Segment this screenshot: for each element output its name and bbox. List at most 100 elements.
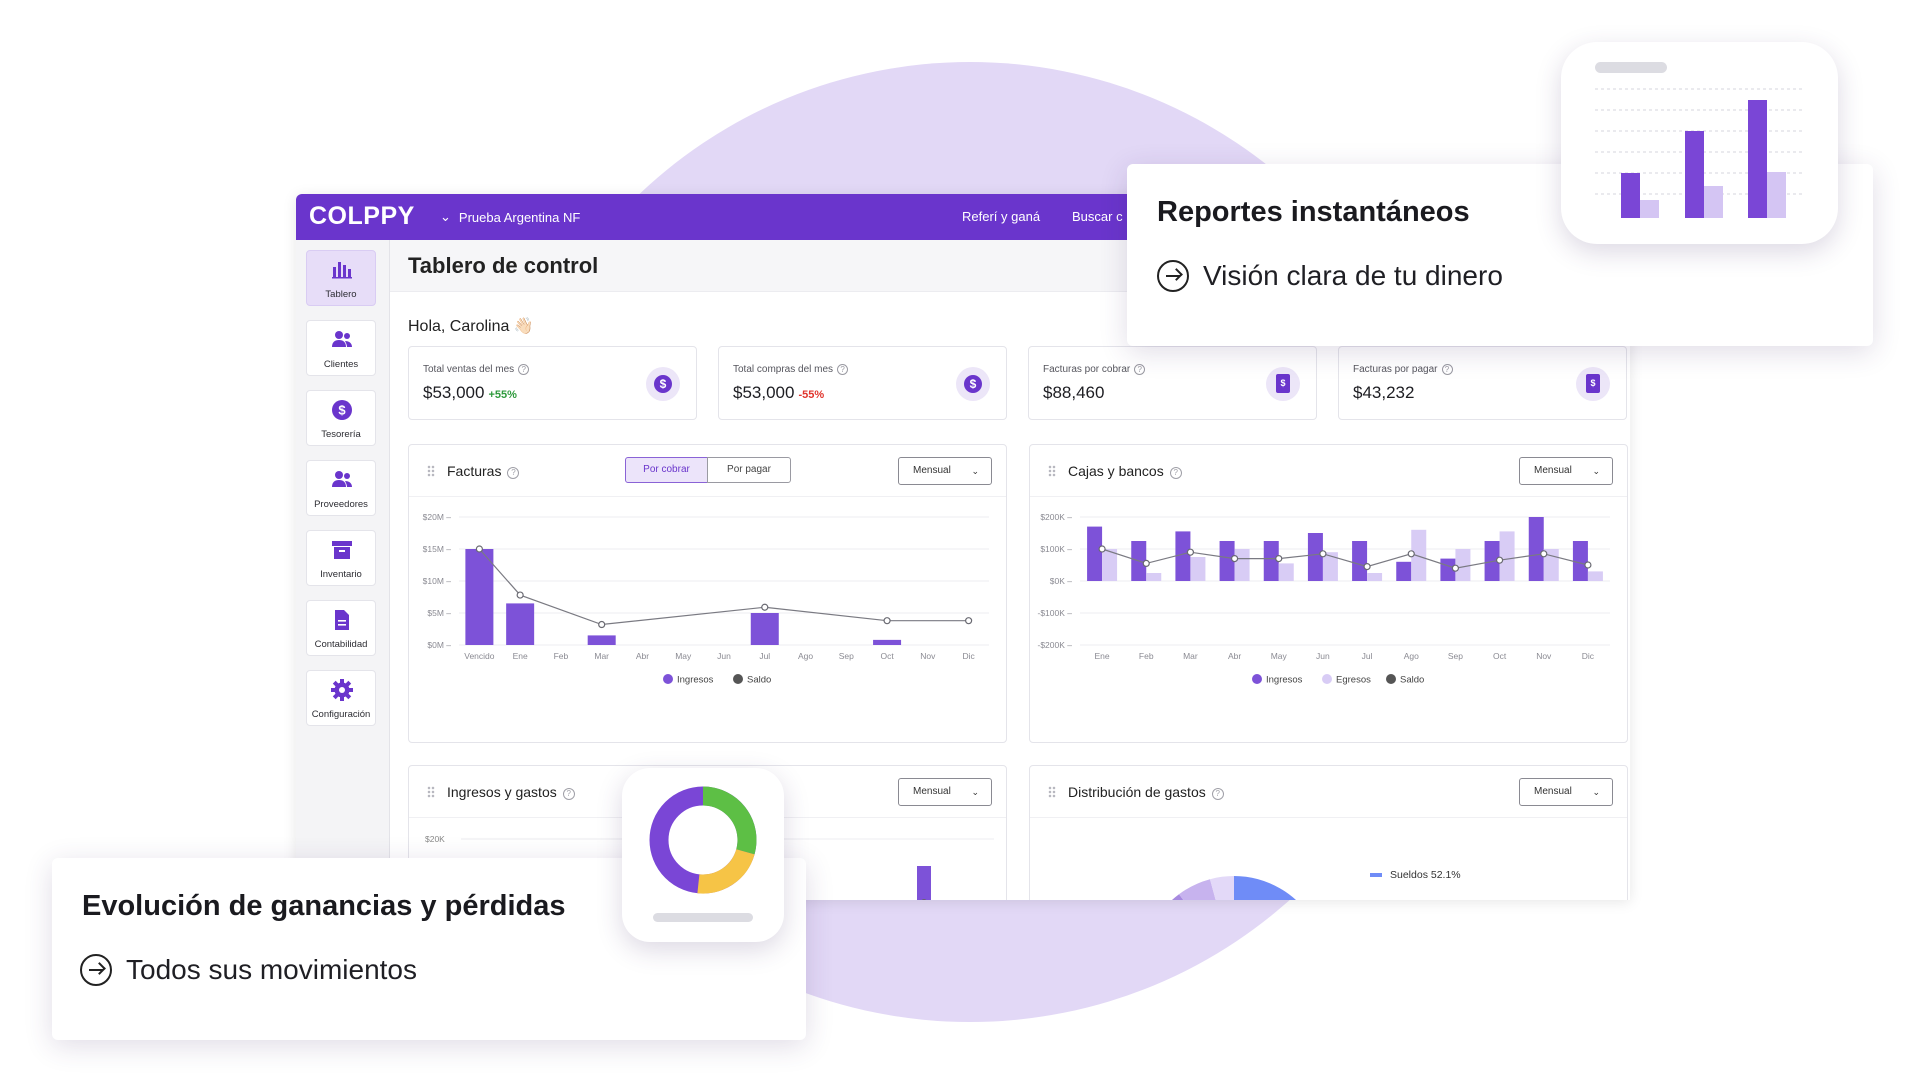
dollar-icon: $: [332, 400, 352, 420]
invoice-icon: $: [1576, 367, 1610, 401]
period-dropdown[interactable]: Mensual ⌄: [1519, 778, 1613, 806]
x-tick-label: Abr: [636, 651, 649, 661]
panel-title: Cajas y bancos?: [1068, 463, 1182, 479]
kpi-facturas-por-pagar[interactable]: Facturas por pagar? $43,232 $: [1338, 346, 1627, 420]
period-dropdown[interactable]: Mensual ⌄: [898, 457, 992, 485]
sidebar-item-inventario[interactable]: Inventario: [306, 530, 376, 586]
point-saldo: [1540, 550, 1548, 558]
refer-link[interactable]: Referí y ganá: [962, 209, 1041, 224]
bar-egresos: [1234, 549, 1250, 581]
kpi-value: $53,000 -55%: [733, 383, 825, 402]
donut-chart-illustration: [649, 786, 757, 922]
kpi-total-ventas[interactable]: Total ventas del mes? $53,000 +55% $: [408, 346, 697, 420]
kpi-value: $43,232: [1353, 383, 1415, 402]
sidebar-item-proveedores[interactable]: Proveedores: [306, 460, 376, 516]
archive-icon: [332, 541, 352, 559]
bar-ingresos: [587, 635, 616, 645]
sidebar-item-label: Inventario: [320, 569, 362, 580]
bar-ingresos: [1528, 517, 1544, 581]
company-selector[interactable]: ⌄ Prueba Argentina NF: [440, 209, 580, 225]
sidebar-item-contabilidad[interactable]: Contabilidad: [306, 600, 376, 656]
distribucion-chart: Sueldos 52.1%: [1172, 869, 1461, 900]
search-link[interactable]: Buscar c: [1072, 209, 1123, 224]
help-icon[interactable]: ?: [1134, 364, 1146, 375]
kpi-change: -55%: [798, 389, 825, 401]
sidebar-item-clientes[interactable]: Clientes: [306, 320, 376, 376]
point-saldo: [1495, 556, 1504, 564]
colppy-logo[interactable]: COLPPY: [309, 202, 415, 230]
drag-handle-icon[interactable]: [427, 786, 435, 798]
help-icon[interactable]: ?: [518, 364, 530, 375]
arrow-right-circle-icon: [80, 954, 112, 986]
legend-label: Saldo: [747, 675, 771, 686]
x-tick-label: Vencido: [464, 651, 495, 661]
bar-ingresos: [873, 639, 902, 645]
kpi-total-compras[interactable]: Total compras del mes? $53,000 -55% $: [718, 346, 1007, 420]
bar-ingresos: [1219, 541, 1235, 581]
kpi-value: $88,460: [1043, 383, 1105, 402]
point-saldo: [1407, 550, 1415, 558]
legend-swatch: [1252, 674, 1262, 684]
period-dropdown[interactable]: Mensual ⌄: [1519, 457, 1613, 485]
kpi-label: Facturas por pagar?: [1353, 364, 1453, 375]
panel-title: Ingresos y gastos?: [447, 784, 575, 800]
drag-handle-icon[interactable]: [1048, 786, 1056, 798]
y-tick-label: $15M –: [423, 544, 452, 554]
bar-ingresos: [1263, 541, 1279, 581]
y-tick-label: -$100K –: [1038, 608, 1073, 618]
x-tick-label: Oct: [880, 651, 894, 661]
sidebar-item-tablero[interactable]: Tablero: [306, 250, 376, 306]
help-icon[interactable]: ?: [1441, 364, 1453, 375]
x-tick-label: Jun: [717, 651, 731, 661]
x-tick-label: Nov: [920, 651, 936, 661]
y-tick-label: -$200K –: [1038, 640, 1073, 650]
y-tick-label: $20K: [425, 834, 445, 844]
bar: [917, 866, 931, 900]
period-dropdown[interactable]: Mensual ⌄: [898, 778, 992, 806]
distribucion-panel: Distribución de gastos? Mensual ⌄ Sueldos…: [1029, 765, 1628, 900]
facturas-chart: $20M – $15M – $10M – $5M – $0M – Vencido Ene Fe…: [423, 512, 989, 686]
help-icon[interactable]: ?: [837, 364, 849, 375]
cajas-panel: Cajas y bancos? Mensual ⌄ $200K – $100K – $…: [1029, 444, 1628, 743]
chevron-down-icon: ⌄: [971, 466, 979, 476]
drag-handle-icon[interactable]: [1048, 465, 1056, 477]
por-cobrar-toggle[interactable]: Por cobrar: [625, 457, 708, 483]
y-tick-label: $0K –: [1050, 576, 1072, 586]
help-icon[interactable]: ?: [507, 467, 520, 479]
greeting: Hola, Carolina 👋🏻: [408, 318, 534, 335]
bar-ingresos: [1572, 541, 1588, 581]
help-icon[interactable]: ?: [1211, 788, 1224, 800]
y-tick-label: $200K –: [1040, 512, 1072, 522]
bar-ingresos: [750, 613, 779, 645]
pie-slice: [1179, 879, 1216, 900]
help-icon[interactable]: ?: [562, 788, 575, 800]
sidebar-item-label: Configuración: [311, 709, 371, 720]
x-tick-label: Mar: [1183, 651, 1198, 661]
point-saldo: [761, 603, 769, 611]
help-icon[interactable]: ?: [1169, 467, 1182, 479]
bar-egresos: [1499, 531, 1515, 581]
donut-chart-tile: [622, 768, 784, 942]
kpi-label: Total ventas del mes?: [423, 364, 530, 375]
legend-swatch: [1370, 873, 1382, 877]
drag-handle-icon[interactable]: [427, 465, 435, 477]
por-pagar-toggle[interactable]: Por pagar: [707, 457, 791, 483]
point-saldo: [1584, 561, 1592, 569]
reportes-card-subtitle: Visión clara de tu dinero: [1157, 260, 1503, 292]
x-tick-label: Nov: [1536, 651, 1552, 661]
kpi-facturas-por-cobrar[interactable]: Facturas por cobrar? $88,460 $: [1028, 346, 1317, 420]
line-saldo: [1101, 548, 1589, 569]
point-saldo: [1319, 550, 1327, 558]
y-tick-label: $5M –: [427, 608, 451, 618]
sidebar-item-configuracion[interactable]: Configuración: [306, 670, 376, 726]
users-icon: [332, 471, 352, 487]
point-saldo: [1451, 564, 1460, 572]
svg-text:$: $: [338, 403, 346, 418]
bar-ingresos: [506, 603, 535, 645]
x-tick-label: Dic: [962, 651, 975, 661]
users-icon: [332, 331, 352, 347]
point-saldo: [883, 617, 891, 625]
sidebar-item-tesoreria[interactable]: $ Tesorería: [306, 390, 376, 446]
point-saldo: [516, 591, 524, 599]
bar-egresos: [1190, 557, 1206, 581]
